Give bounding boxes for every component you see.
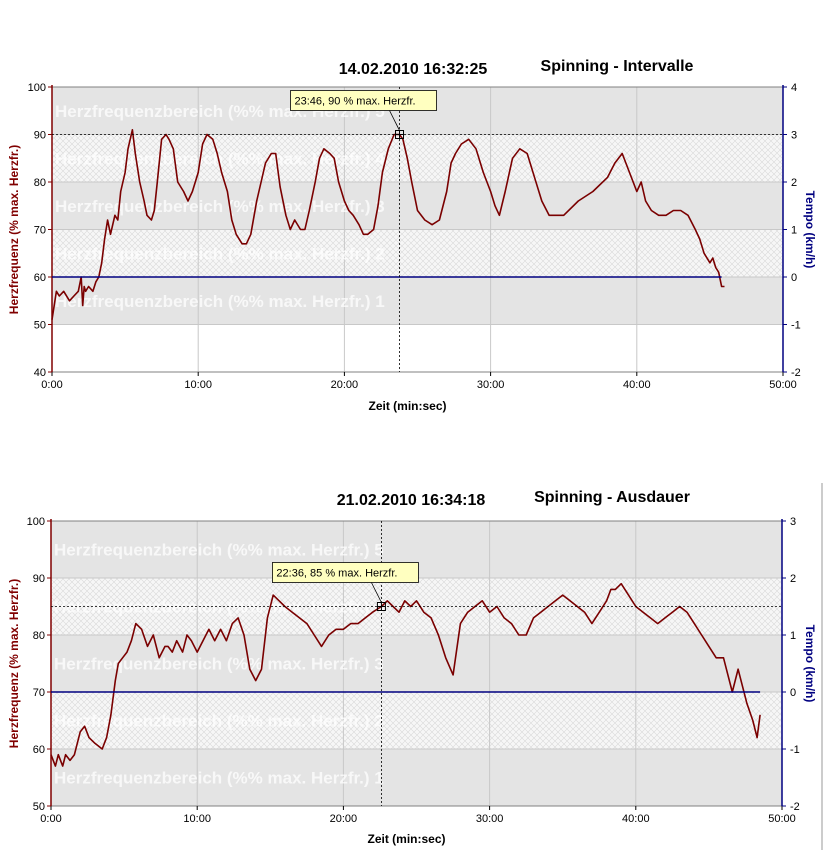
x-tick-label: 50:00: [768, 813, 796, 825]
y-tick-label: 60: [33, 744, 45, 756]
tooltip-pointer: [371, 582, 382, 603]
y-tick-label: 100: [27, 516, 45, 528]
y2-tick-label: -1: [791, 320, 801, 332]
y-tick-label: 50: [34, 320, 46, 332]
chart-ausdauer: 21.02.2010 16:34:18 Spinning - Ausdauer He…: [7, 489, 817, 846]
x-axis-label: Zeit (min:sec): [367, 832, 445, 846]
y2-tick-label: -1: [790, 744, 800, 756]
chart-date: 14.02.2010 16:32:25: [339, 61, 488, 78]
x-tick-label: 10:00: [184, 379, 212, 391]
y-tick-label: 100: [28, 82, 46, 94]
x-tick-label: 40:00: [623, 379, 651, 391]
y-tick-label: 80: [33, 630, 45, 642]
y-tick-label: 80: [34, 177, 46, 189]
chart-title: Spinning - Intervalle: [541, 58, 694, 75]
x-tick-label: 50:00: [769, 379, 797, 391]
zone-label: Herzfrequenzbereich (%% max. Herzfr.) 1: [55, 292, 385, 311]
zone-band: [51, 635, 782, 692]
x-tick-label: 0:00: [41, 379, 62, 391]
zone-label: Herzfrequenzbereich (%% max. Herzfr.) 3: [54, 655, 384, 674]
y2-tick-label: 3: [790, 516, 796, 528]
y2-tick-label: 1: [790, 630, 796, 642]
y2-tick-label: 0: [790, 687, 796, 699]
x-axis-label: Zeit (min:sec): [368, 399, 446, 413]
zone-band: [51, 692, 782, 749]
zone-label: Herzfrequenzbereich (%% max. Herzfr.) 3: [55, 197, 385, 216]
x-tick-label: 10:00: [183, 813, 211, 825]
x-tick-label: 30:00: [477, 379, 505, 391]
y2-tick-label: 1: [791, 225, 797, 237]
y-tick-label: 50: [33, 801, 45, 813]
y2-tick-label: -2: [791, 367, 801, 379]
y2-tick-label: 3: [791, 130, 797, 142]
y2-tick-label: -2: [790, 801, 800, 813]
y-axis-label: Herzfrequenz (% max. Herzfr.): [7, 579, 21, 748]
chart-title: Spinning - Ausdauer: [534, 489, 690, 506]
y2-tick-label: 2: [790, 573, 796, 585]
zone-label: Herzfrequenzbereich (%% max. Herzfr.) 4: [54, 598, 384, 617]
y-tick-label: 40: [34, 367, 46, 379]
cursor-tooltip-text: 23:46, 90 % max. Herzfr.: [295, 96, 416, 108]
y-axis-label: Herzfrequenz (% max. Herzfr.): [7, 145, 21, 314]
cursor-tooltip: [272, 562, 419, 583]
chart-intervalle: 14.02.2010 16:32:25 Spinning - Intervalle…: [7, 58, 817, 413]
x-tick-label: 0:00: [40, 813, 61, 825]
zone-band: [51, 749, 782, 806]
zone-band: [52, 277, 783, 325]
y2-tick-label: 2: [791, 177, 797, 189]
y-tick-label: 70: [33, 687, 45, 699]
y2-tick-label: 0: [791, 272, 797, 284]
chart-date: 21.02.2010 16:34:18: [337, 492, 486, 509]
zone-label: Herzfrequenzbereich (%% max. Herzfr.) 1: [54, 769, 384, 788]
x-tick-label: 20:00: [330, 813, 358, 825]
y-tick-label: 70: [34, 225, 46, 237]
x-tick-label: 20:00: [331, 379, 359, 391]
x-tick-label: 40:00: [622, 813, 650, 825]
zone-band: [52, 229, 783, 277]
heartrate-series-line: [50, 582, 761, 767]
y2-axis-label: Tempo (km/h): [803, 191, 817, 269]
cursor-tooltip: [290, 90, 437, 111]
y2-axis-label: Tempo (km/h): [803, 625, 817, 703]
heartrate-series-line: [51, 129, 725, 320]
zone-label: Herzfrequenzbereich (%% max. Herzfr.) 5: [54, 541, 384, 560]
zone-band: [52, 182, 783, 230]
y-tick-label: 90: [33, 573, 45, 585]
cursor-tooltip-text: 22:36, 85 % max. Herzfr.: [276, 568, 397, 580]
y2-tick-label: 4: [791, 82, 797, 94]
y-tick-label: 90: [34, 130, 46, 142]
tooltip-pointer: [389, 110, 400, 131]
y-tick-label: 60: [34, 272, 46, 284]
zone-label: Herzfrequenzbereich (%% max. Herzfr.) 2: [55, 244, 385, 263]
x-tick-label: 30:00: [476, 813, 504, 825]
zone-label: Herzfrequenzbereich (%% max. Herzfr.) 2: [54, 712, 384, 731]
